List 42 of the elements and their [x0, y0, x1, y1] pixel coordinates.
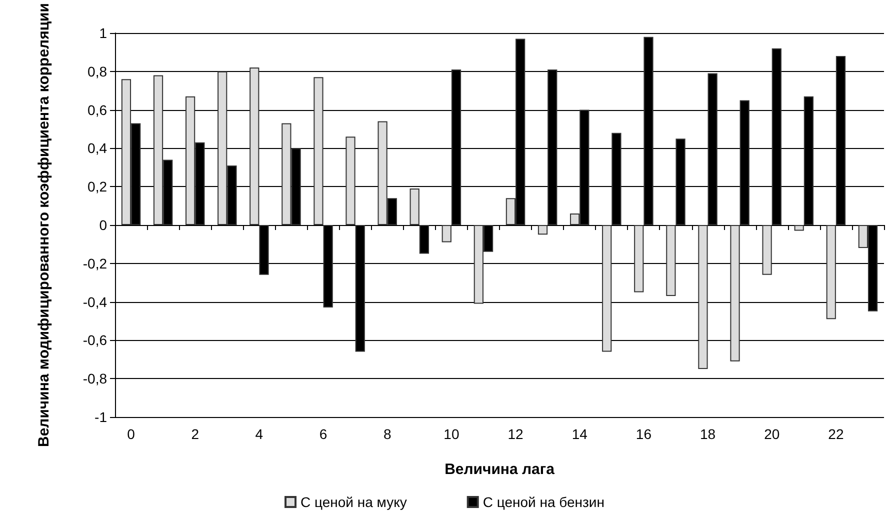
x-tick-label: 8 — [383, 426, 392, 442]
x-tick-label: 6 — [319, 426, 328, 442]
bar — [538, 224, 548, 235]
y-tick-label: -0,2 — [82, 255, 108, 272]
bar — [762, 224, 772, 275]
x-tick-label: 20 — [764, 426, 780, 442]
x-tick-label: 14 — [572, 426, 588, 442]
legend-label: С ценой на бензин — [482, 494, 604, 510]
y-tick-label: 1 — [99, 24, 108, 41]
y-tick-label: 0,2 — [88, 178, 108, 195]
y-tick-label: -0,4 — [82, 294, 108, 310]
bar — [410, 188, 420, 225]
bar — [314, 77, 324, 225]
bar — [730, 224, 740, 362]
y-tick-label: 0,6 — [88, 102, 108, 118]
y-tick-label: -0,8 — [82, 370, 108, 387]
bar — [826, 224, 836, 320]
bar — [346, 136, 356, 225]
y-tick-label: -1 — [94, 409, 108, 425]
y-axis-title: Величина модифицированного коэффициента корреляции — [36, 2, 52, 447]
y-tick-label: 0,8 — [88, 63, 108, 80]
bar — [634, 224, 644, 292]
x-tick-label: 0 — [127, 426, 136, 442]
x-tick-label: 10 — [444, 426, 460, 442]
x-tick-label: 12 — [508, 426, 524, 442]
legend-label: С ценой на муку — [300, 494, 407, 510]
bar — [794, 224, 804, 231]
bar — [602, 224, 612, 352]
x-tick-label: 22 — [828, 426, 844, 442]
bar — [250, 68, 260, 225]
y-tick-label: 0 — [99, 216, 108, 233]
x-tick-label: 2 — [191, 426, 200, 442]
bar — [442, 224, 452, 242]
x-tick-label: 18 — [700, 426, 716, 442]
bar — [698, 224, 708, 369]
bar — [666, 224, 676, 296]
x-tick-label: 16 — [636, 426, 652, 442]
y-tick-label: -0,6 — [82, 332, 108, 348]
x-tick-label: 4 — [255, 426, 264, 442]
x-axis-title: Величина лага — [444, 461, 556, 478]
bar — [419, 224, 430, 254]
y-tick-label: 0,4 — [88, 140, 108, 156]
